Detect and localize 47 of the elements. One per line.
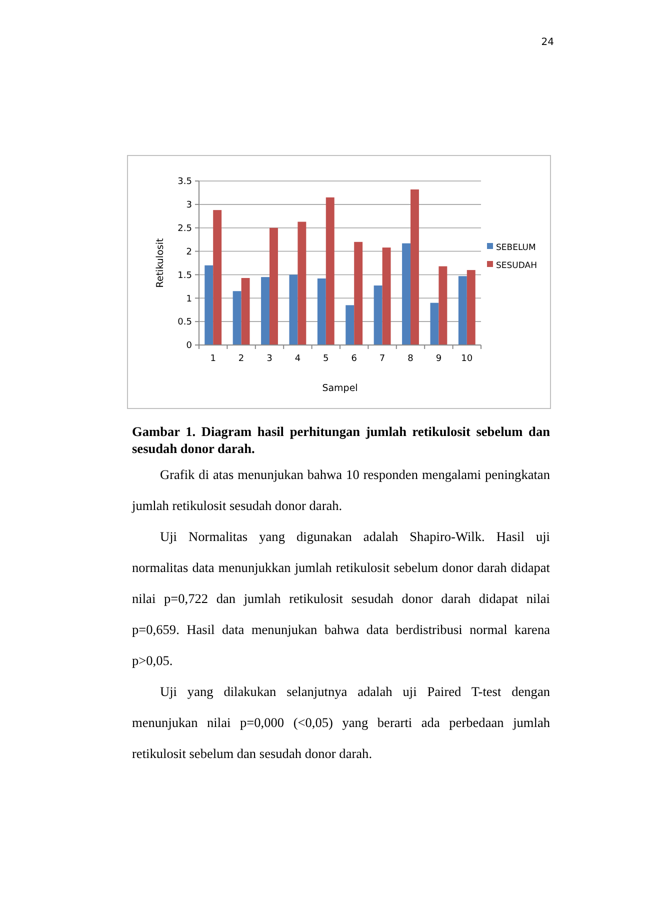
bar <box>289 274 298 345</box>
legend-label: SEBELUM <box>496 242 536 253</box>
y-tick-label: 2 <box>186 247 192 258</box>
text: Grafik di atas menunjukan bahwa 10 responden mengalami peningkatan jumlah retikulosit sesudah donor darah. <box>132 467 550 513</box>
y-tick-label: 0 <box>186 341 192 352</box>
x-tick-label: 2 <box>238 354 244 364</box>
bar <box>354 242 363 345</box>
x-tick-label: 9 <box>436 354 442 364</box>
x-tick-label: 7 <box>379 354 386 364</box>
x-tick-label: 5 <box>323 354 329 364</box>
text: Gambar 1. Diagram hasil perhitungan jumlah retikulosit sebelum dan sesudah donor darah. <box>132 423 550 457</box>
x-axis-title: Sampel <box>322 383 358 394</box>
legend-label: SESUDAH <box>496 260 537 271</box>
y-tick-label: 0.5 <box>178 318 192 328</box>
bar <box>466 270 476 345</box>
bar <box>382 248 391 345</box>
x-tick-label: 8 <box>408 354 414 364</box>
bar <box>298 222 306 345</box>
text: 24 <box>541 37 554 48</box>
x-tick-label: 4 <box>294 354 301 364</box>
bar <box>204 265 214 345</box>
bar <box>410 189 419 345</box>
bar <box>241 278 250 345</box>
x-tick-label: 1 <box>210 354 216 364</box>
bar <box>326 197 334 345</box>
bar <box>374 285 382 345</box>
y-tick-label: 1 <box>186 294 192 304</box>
bar <box>213 210 222 345</box>
bar <box>232 291 242 345</box>
x-tick-label: 10 <box>461 354 473 364</box>
x-tick-label: 3 <box>266 354 272 364</box>
bar <box>402 243 410 345</box>
y-axis-title: Retikulosit <box>155 238 166 288</box>
y-tick-label: 1.5 <box>178 270 192 281</box>
y-tick-label: 3 <box>186 200 192 211</box>
bar <box>346 305 354 345</box>
y-tick-label: 2.5 <box>178 224 192 234</box>
bar <box>317 278 326 345</box>
bar <box>270 228 278 345</box>
y-tick-label: 3.5 <box>178 177 192 188</box>
text: Uji yang dilakukan selanjutnya adalah uji Paired T-test dengan menunjukan nilai p=0,000 (<0,05) yang berarti ada perbedaan jumlah retikulosit sebelum dan sesudah donor darah. <box>132 684 550 761</box>
bar <box>458 276 467 345</box>
bar <box>438 266 448 345</box>
x-tick-label: 6 <box>351 354 358 364</box>
bar <box>261 277 270 345</box>
bar <box>430 302 439 345</box>
text: Uji Normalitas yang digunakan adalah Shapiro-Wilk. Hasil uji normalitas data menunjukkan jumlah retikulosit sebelum donor darah didapat nilai p=0,722 dan jumlah retikulosit sesudah donor darah didapat nilai p=0,659. Hasil data menunjukan bahwa data berdistribusi normal karena p>0,05. <box>132 529 550 668</box>
